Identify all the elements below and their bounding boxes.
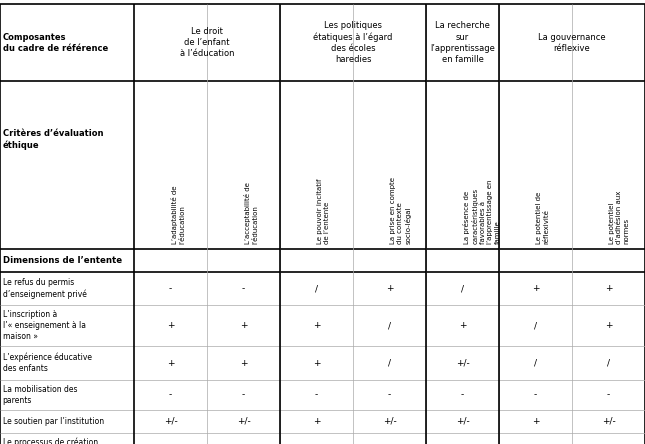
- Text: Le potentiel de
réflexivité: Le potentiel de réflexivité: [535, 192, 549, 244]
- Text: /: /: [607, 359, 610, 368]
- Text: /: /: [388, 359, 391, 368]
- Text: -: -: [169, 284, 172, 293]
- Text: La mobilisation des
parents: La mobilisation des parents: [3, 385, 77, 405]
- Text: Les politiques
étatiques à l’égard
des écoles
haredies: Les politiques étatiques à l’égard des é…: [313, 21, 393, 64]
- Text: -: -: [461, 390, 464, 400]
- Text: L’inscription à
l’« enseignement à la
maison »: L’inscription à l’« enseignement à la ma…: [3, 310, 86, 341]
- Text: +: +: [167, 443, 174, 444]
- Text: +/-: +/-: [237, 417, 250, 426]
- Text: La prise en compte
du contexte
socio-légal: La prise en compte du contexte socio-lég…: [390, 177, 412, 244]
- Text: +: +: [605, 284, 612, 293]
- Text: +: +: [240, 443, 248, 444]
- Text: La gouvernance
réflexive: La gouvernance réflexive: [538, 32, 606, 53]
- Text: /: /: [534, 359, 537, 368]
- Text: -: -: [315, 390, 318, 400]
- Text: Le processus de création
normative: Le processus de création normative: [3, 437, 97, 444]
- Text: /: /: [534, 321, 537, 330]
- Text: +: +: [240, 359, 248, 368]
- Text: +/-: +/-: [455, 359, 470, 368]
- Text: Le droit
de l’enfant
à l’éducation: Le droit de l’enfant à l’éducation: [180, 27, 234, 58]
- Text: +: +: [531, 443, 539, 444]
- Text: +: +: [386, 443, 393, 444]
- Text: +/-: +/-: [382, 417, 397, 426]
- Text: -: -: [242, 390, 245, 400]
- Text: +: +: [313, 359, 321, 368]
- Text: Le soutien par l’institution: Le soutien par l’institution: [3, 417, 104, 426]
- Text: /: /: [315, 284, 318, 293]
- Text: -: -: [388, 390, 392, 400]
- Text: /: /: [461, 284, 464, 293]
- Text: Composantes
du cadre de référence: Composantes du cadre de référence: [3, 32, 108, 53]
- Text: /: /: [388, 321, 391, 330]
- Text: +/-: +/-: [602, 417, 615, 426]
- Text: -: -: [534, 390, 537, 400]
- Text: +: +: [531, 417, 539, 426]
- Text: +/-: +/-: [455, 417, 470, 426]
- Text: +: +: [459, 321, 466, 330]
- Text: +/-: +/-: [164, 417, 177, 426]
- Text: -: -: [607, 390, 610, 400]
- Text: Le refus du permis
d’enseignement privé: Le refus du permis d’enseignement privé: [3, 278, 86, 299]
- Text: Le pouvoir incitatif
de l’entente: Le pouvoir incitatif de l’entente: [317, 178, 330, 244]
- Text: +: +: [240, 321, 248, 330]
- Text: +: +: [386, 284, 393, 293]
- Text: L’adaptabilité de
l’éducation: L’adaptabilité de l’éducation: [171, 186, 185, 244]
- Text: -: -: [169, 390, 172, 400]
- Text: -: -: [242, 284, 245, 293]
- Text: Le potentiel
d’adhésion aux
normes: Le potentiel d’adhésion aux normes: [608, 191, 630, 244]
- Text: +: +: [313, 321, 321, 330]
- Text: +: +: [167, 359, 174, 368]
- Text: L’acceptabilité de
l’éducation: L’acceptabilité de l’éducation: [244, 182, 258, 244]
- Text: Dimensions de l’entente: Dimensions de l’entente: [3, 256, 122, 265]
- Text: +: +: [167, 321, 174, 330]
- Text: +: +: [605, 443, 612, 444]
- Text: +: +: [531, 284, 539, 293]
- Text: +: +: [459, 443, 466, 444]
- Text: La recherche
sur
l’apprentissage
en famille: La recherche sur l’apprentissage en fami…: [430, 21, 495, 64]
- Text: +: +: [313, 417, 321, 426]
- Text: La présence de
caractéristiques
favorables à
l’apprentissage en
famille: La présence de caractéristiques favorabl…: [462, 180, 501, 244]
- Text: +: +: [605, 321, 612, 330]
- Text: +: +: [313, 443, 321, 444]
- Text: Critères d’évaluation
éthique: Critères d’évaluation éthique: [3, 129, 103, 150]
- Text: L’expérience éducative
des enfants: L’expérience éducative des enfants: [3, 353, 92, 373]
